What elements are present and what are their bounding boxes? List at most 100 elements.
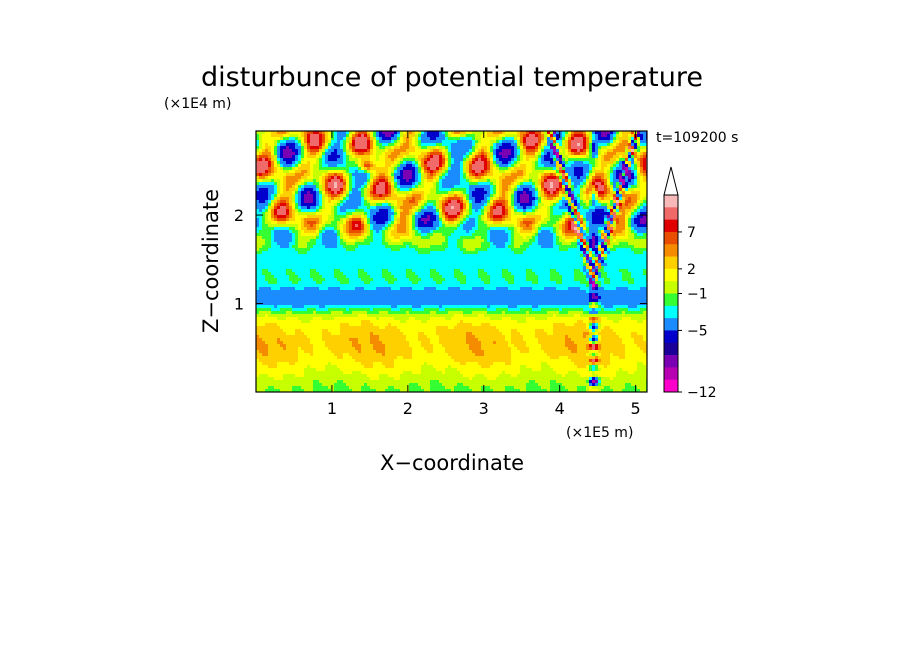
- contour-cell: [286, 185, 290, 189]
- contour-cell: [259, 245, 263, 249]
- contour-cell: [277, 143, 281, 147]
- contour-cell: [484, 131, 488, 135]
- contour-cell: [439, 173, 443, 177]
- contour-cell: [454, 233, 458, 237]
- contour-cell: [307, 233, 311, 237]
- contour-cell: [340, 140, 344, 144]
- contour-cell: [604, 209, 608, 213]
- contour-cell: [403, 209, 407, 213]
- contour-cell: [448, 155, 452, 159]
- contour-cell: [466, 152, 470, 156]
- contour-cell: [262, 200, 266, 204]
- contour-cell: [508, 173, 512, 177]
- contour-cell: [595, 182, 599, 186]
- contour-cell: [364, 158, 368, 162]
- contour-cell: [457, 212, 461, 216]
- contour-cell: [415, 212, 419, 216]
- contour-cell: [262, 191, 266, 195]
- contour-cell: [409, 143, 413, 147]
- contour-cell: [343, 206, 347, 210]
- contour-cell: [256, 143, 260, 147]
- contour-cell: [541, 134, 545, 138]
- contour-cell: [442, 215, 446, 219]
- contour-cell: [544, 161, 548, 165]
- contour-cell: [550, 239, 554, 243]
- contour-cell: [379, 158, 383, 162]
- contour-cell: [358, 206, 362, 210]
- contour-cell: [298, 140, 302, 144]
- contour-cell: [328, 215, 332, 219]
- contour-cell: [286, 140, 290, 144]
- contour-cell: [433, 218, 437, 222]
- contour-cell: [622, 137, 626, 141]
- contour-cell: [475, 158, 479, 162]
- contour-cell: [625, 233, 629, 237]
- contour-cell: [571, 191, 575, 195]
- contour-cell: [604, 164, 608, 168]
- contour-cell: [550, 233, 554, 237]
- contour-cell: [601, 167, 605, 171]
- contour-cell: [562, 140, 566, 144]
- contour-cell: [403, 137, 407, 141]
- contour-cell: [511, 185, 515, 189]
- contour-cell: [481, 134, 485, 138]
- contour-cell: [367, 179, 371, 183]
- contour-cell: [271, 137, 275, 141]
- contour-cell: [361, 194, 365, 198]
- contour-cell: [289, 197, 293, 201]
- contour-cell: [619, 158, 623, 162]
- contour-cell: [409, 146, 413, 150]
- contour-cell: [628, 152, 632, 156]
- contour-cell: [619, 191, 623, 195]
- contour-cell: [493, 161, 497, 165]
- contour-cell: [619, 155, 623, 159]
- contour-cell: [622, 179, 626, 183]
- contour-cell: [616, 233, 620, 237]
- contour-cell: [610, 158, 614, 162]
- contour-cell: [445, 140, 449, 144]
- contour-cell: [448, 209, 452, 213]
- contour-cell: [271, 149, 275, 153]
- contour-cell: [430, 227, 434, 231]
- contour-cell: [637, 149, 641, 153]
- contour-cell: [346, 230, 350, 234]
- contour-cell: [583, 161, 587, 165]
- contour-cell: [610, 152, 614, 156]
- contour-cell: [262, 194, 266, 198]
- contour-cell: [400, 158, 404, 162]
- contour-cell: [370, 242, 374, 246]
- contour-cell: [349, 212, 353, 216]
- contour-cell: [472, 188, 476, 192]
- contour-cell: [385, 146, 389, 150]
- contour-cell: [535, 194, 539, 198]
- contour-cell: [433, 242, 437, 246]
- contour-cell: [322, 164, 326, 168]
- contour-cell: [373, 155, 377, 159]
- contour-cell: [592, 134, 596, 138]
- contour-cell: [643, 185, 647, 189]
- contour-cell: [340, 164, 344, 168]
- contour-cell: [466, 215, 470, 219]
- contour-cell: [526, 218, 530, 222]
- contour-cell: [340, 179, 344, 183]
- contour-cell: [259, 134, 263, 138]
- contour-cell: [538, 140, 542, 144]
- contour-cell: [436, 191, 440, 195]
- contour-cell: [556, 200, 560, 204]
- contour-cell: [478, 215, 482, 219]
- contour-cell: [388, 179, 392, 183]
- contour-cell: [337, 134, 341, 138]
- contour-cell: [256, 224, 260, 228]
- contour-cell: [280, 131, 284, 135]
- contour-cell: [484, 194, 488, 198]
- contour-cell: [505, 170, 509, 174]
- contour-cell: [367, 215, 371, 219]
- contour-cell: [628, 182, 632, 186]
- contour-cell: [529, 206, 533, 210]
- contour-cell: [538, 143, 542, 147]
- contour-cell: [385, 242, 389, 246]
- contour-cell: [427, 197, 431, 201]
- contour-cell: [514, 173, 518, 177]
- contour-cell: [262, 239, 266, 243]
- contour-cell: [469, 146, 473, 150]
